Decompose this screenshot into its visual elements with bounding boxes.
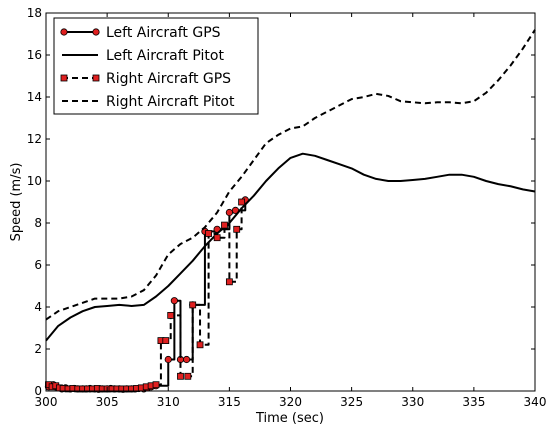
data-point <box>205 230 212 237</box>
data-point <box>152 381 160 389</box>
legend-marker <box>60 28 68 36</box>
y-tick-label: 6 <box>34 258 42 272</box>
legend-marker <box>92 74 100 82</box>
x-tick-label: 305 <box>96 395 119 409</box>
y-tick-label: 2 <box>34 342 42 356</box>
series-line-1 <box>45 152 536 342</box>
x-tick-label: 325 <box>340 395 363 409</box>
data-point <box>213 234 221 242</box>
x-tick-label: 340 <box>524 395 547 409</box>
x-tick-label: 300 <box>35 395 58 409</box>
y-tick-label: 16 <box>27 48 42 62</box>
legend-label: Right Aircraft GPS <box>106 71 231 87</box>
x-tick-label: 330 <box>401 395 424 409</box>
y-tick-label: 12 <box>27 132 42 146</box>
data-point <box>221 221 228 229</box>
legend-marker <box>92 28 100 36</box>
data-point <box>170 297 178 305</box>
data-point <box>184 372 192 380</box>
data-point <box>196 341 204 349</box>
y-tick-label: 10 <box>27 174 42 188</box>
x-tick-label: 335 <box>462 395 485 409</box>
data-point <box>233 225 241 233</box>
y-tick-label: 0 <box>34 384 42 398</box>
x-axis: 300 305 310 315 320 325 330 335 340 <box>35 13 547 409</box>
data-point <box>225 208 233 217</box>
data-point <box>182 355 191 364</box>
x-axis-label: Time (sec) <box>255 411 324 426</box>
x-tick-label: 320 <box>279 395 302 409</box>
legend-box <box>53 17 259 115</box>
y-tick-label: 8 <box>34 216 42 230</box>
data-point <box>164 355 172 364</box>
data-point <box>189 301 197 309</box>
y-tick-label: 14 <box>27 90 42 104</box>
legend-label: Right Aircraft Pitot <box>106 94 235 110</box>
y-axis: 0 2 4 6 8 10 12 14 16 18 <box>27 6 535 398</box>
data-point <box>238 198 246 206</box>
x-tick-label: 315 <box>218 395 241 409</box>
y-tick-label: 4 <box>34 300 42 314</box>
legend-label: Left Aircraft Pitot <box>106 48 224 64</box>
series-layer <box>44 29 536 393</box>
y-axis-label: Speed (m/s) <box>9 163 24 242</box>
legend-marker <box>60 74 68 82</box>
data-point <box>177 372 184 380</box>
data-point <box>167 311 175 319</box>
data-point <box>162 337 170 345</box>
x-tick-label: 310 <box>157 395 180 409</box>
data-point <box>225 278 233 286</box>
y-tick-label: 18 <box>27 6 42 20</box>
legend-label: Left Aircraft GPS <box>106 25 221 41</box>
legend: Left Aircraft GPS Left Aircraft Pitot Righ… <box>53 17 259 115</box>
